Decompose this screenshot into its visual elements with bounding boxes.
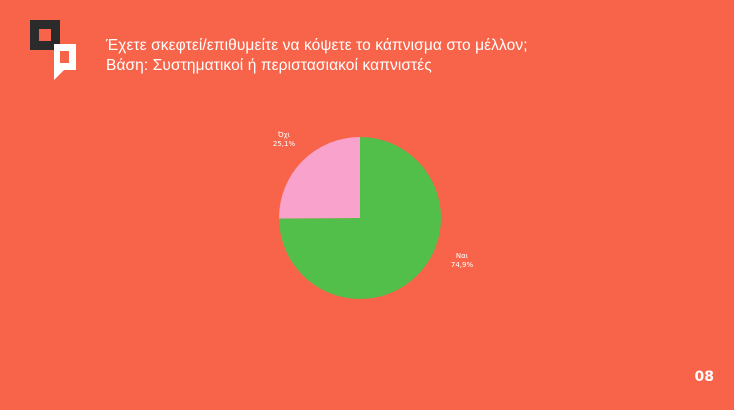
slide-title: Έχετε σκεφτεί/επιθυμείτε να κόψετε το κά… (106, 36, 528, 76)
pie-slice-value-2: 25,1% (273, 140, 296, 148)
brand-logo (30, 20, 76, 80)
slide-base-note: Βάση: Συστηματικοί ή περιστασιακοί καπνι… (106, 57, 432, 74)
pie-slice-label-2: Όχι (277, 131, 291, 139)
logo-inner-square (39, 29, 51, 41)
pie-slice-1 (279, 137, 441, 299)
pie-slice-value-1: 74,9% (451, 261, 474, 269)
logo-bubble-hole (60, 51, 69, 63)
slide-question: Έχετε σκεφτεί/επιθυμείτε να κόψετε το κά… (106, 37, 528, 54)
pie-slice-label-1: Ναι (456, 252, 469, 260)
pie-slice-2 (279, 137, 360, 219)
page-number: 08 (694, 369, 714, 385)
